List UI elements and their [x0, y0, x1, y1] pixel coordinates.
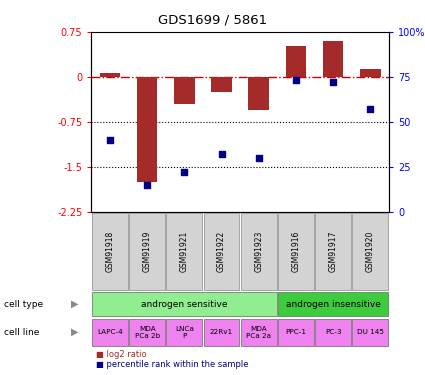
Bar: [352, 319, 388, 346]
Bar: [211, 77, 232, 92]
Point: [218, 151, 225, 157]
Text: MDA
PCa 2b: MDA PCa 2b: [135, 326, 160, 339]
Bar: [129, 319, 165, 346]
Bar: [174, 77, 195, 104]
Text: MDA
PCa 2a: MDA PCa 2a: [246, 326, 271, 339]
Bar: [129, 213, 165, 290]
Bar: [137, 77, 157, 182]
Text: ▶: ▶: [71, 327, 78, 337]
Bar: [249, 77, 269, 110]
Bar: [92, 292, 277, 316]
Bar: [100, 73, 120, 77]
Bar: [323, 41, 343, 77]
Text: androgen sensitive: androgen sensitive: [141, 300, 228, 309]
Text: ■ log2 ratio: ■ log2 ratio: [96, 350, 146, 359]
Text: GSM91917: GSM91917: [329, 231, 337, 272]
Text: GSM91919: GSM91919: [143, 231, 152, 272]
Text: LAPC-4: LAPC-4: [97, 329, 123, 335]
Text: ▶: ▶: [71, 299, 78, 309]
Bar: [352, 213, 388, 290]
Point: [107, 137, 113, 143]
Bar: [92, 319, 128, 346]
Text: GSM91922: GSM91922: [217, 231, 226, 272]
Text: GSM91920: GSM91920: [366, 231, 375, 272]
Text: ■ percentile rank within the sample: ■ percentile rank within the sample: [96, 360, 248, 369]
Bar: [241, 319, 277, 346]
Bar: [278, 292, 388, 316]
Bar: [204, 213, 239, 290]
Point: [144, 182, 150, 188]
Point: [255, 155, 262, 161]
Bar: [278, 213, 314, 290]
Bar: [278, 319, 314, 346]
Text: cell type: cell type: [4, 300, 43, 309]
Text: androgen insensitive: androgen insensitive: [286, 300, 380, 309]
Bar: [315, 213, 351, 290]
Text: cell line: cell line: [4, 328, 40, 337]
Text: 22Rv1: 22Rv1: [210, 329, 233, 335]
Text: GSM91916: GSM91916: [292, 231, 300, 272]
Text: LNCa
P: LNCa P: [175, 326, 194, 339]
Bar: [204, 319, 239, 346]
Point: [367, 106, 374, 112]
Bar: [286, 46, 306, 77]
Bar: [92, 213, 128, 290]
Point: [181, 169, 188, 175]
Point: [292, 78, 299, 84]
Bar: [241, 213, 277, 290]
Text: GSM91923: GSM91923: [254, 231, 263, 272]
Text: PPC-1: PPC-1: [286, 329, 306, 335]
Text: GSM91918: GSM91918: [105, 231, 114, 272]
Text: GDS1699 / 5861: GDS1699 / 5861: [158, 13, 267, 26]
Bar: [315, 319, 351, 346]
Text: GSM91921: GSM91921: [180, 231, 189, 272]
Bar: [360, 69, 380, 77]
Bar: [167, 213, 202, 290]
Bar: [167, 319, 202, 346]
Point: [330, 79, 337, 85]
Text: PC-3: PC-3: [325, 329, 341, 335]
Text: DU 145: DU 145: [357, 329, 384, 335]
